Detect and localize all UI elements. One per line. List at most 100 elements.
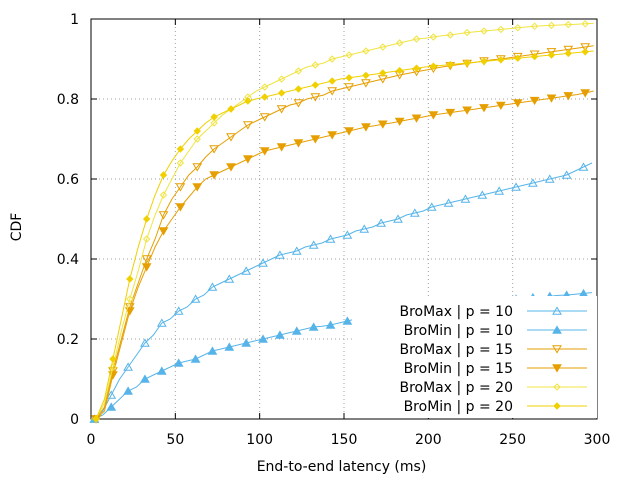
series-5 [91,20,594,423]
data-point [190,294,201,303]
data-point [429,62,438,70]
data-point [497,25,505,34]
data-point [258,258,268,267]
data-point [361,123,371,132]
data-point [294,67,303,75]
data-point [528,178,538,187]
legend-label: BroMin | p = 15 [404,361,513,377]
grid-lines [91,19,597,419]
data-point [446,31,454,39]
data-point [463,59,471,67]
data-point [446,60,454,69]
x-tick-label: 150 [331,432,358,448]
data-point [327,131,338,140]
legend-item: BroMax | p = 20 [399,380,587,396]
data-point [563,92,574,101]
legend-label: BroMax | p = 20 [399,380,513,396]
legend-marker [552,306,562,315]
data-point [140,374,150,383]
data-point [311,81,320,89]
data-point [412,64,421,72]
legend-background [352,296,597,418]
data-point [460,194,471,203]
data-point [512,99,523,108]
data-point [345,74,353,82]
y-tick-label: 0.6 [57,172,79,188]
y-tick-label: 1 [70,12,79,28]
data-point [529,50,540,59]
data-point [362,71,370,80]
series-line [91,50,594,420]
data-point [429,33,438,41]
data-point [494,186,505,195]
data-point [123,386,133,395]
legend-label: BroMin | p = 20 [404,399,513,415]
data-point [580,43,591,52]
data-point [173,358,184,367]
data-point [377,120,388,129]
data-point [244,97,252,105]
data-point [547,51,556,59]
series-line [91,90,594,420]
data-point [530,22,539,30]
data-point [92,415,100,423]
data-point [190,354,201,363]
legend-label: BroMin | p = 10 [404,323,513,339]
data-point [342,316,353,325]
data-point [159,191,168,199]
data-point [175,203,186,212]
data-point [109,363,117,371]
data-point [563,45,574,54]
data-point [261,83,269,91]
data-point [142,235,151,243]
data-point [226,133,236,142]
data-point [175,183,186,192]
data-point [529,96,540,106]
x-tick-label: 250 [499,432,526,448]
data-point [546,48,557,57]
data-point [176,145,185,153]
data-point [328,55,336,63]
data-point [411,114,422,123]
legend-item: BroMin | p = 20 [404,399,587,415]
data-point [210,119,218,127]
data-point [109,355,117,363]
data-point [173,306,184,315]
data-point [311,61,320,69]
series-6 [91,48,594,423]
legend-item: BroMax | p = 10 [399,304,587,320]
data-point [291,326,302,335]
x-axis-label: End-to-end latency (ms) [257,459,427,475]
data-point [258,334,268,343]
data-point [192,163,203,172]
y-tick-label: 0 [70,412,79,428]
data-point [227,105,235,113]
data-point [495,101,506,110]
data-point [308,240,319,249]
data-point [379,69,387,77]
data-point [192,183,203,192]
legend-marker [553,402,561,410]
data-point [106,390,117,399]
data-point [379,43,387,51]
data-point [327,87,338,96]
data-point [395,39,404,47]
legend-marker [553,383,561,391]
data-point [123,362,133,371]
data-point [462,106,473,115]
y-tick-label: 0.8 [57,92,79,108]
data-point [276,105,287,114]
data-point [308,322,319,331]
data-point [276,143,287,152]
legend-marker [552,345,562,354]
legend-label: BroMax | p = 10 [399,304,513,320]
data-point [581,48,589,56]
data-point [275,250,285,259]
x-tick-label: 100 [246,432,273,448]
data-point [259,147,270,156]
series-line [91,162,593,420]
data-point [291,246,302,255]
data-point [210,113,218,121]
data-point [426,202,437,211]
